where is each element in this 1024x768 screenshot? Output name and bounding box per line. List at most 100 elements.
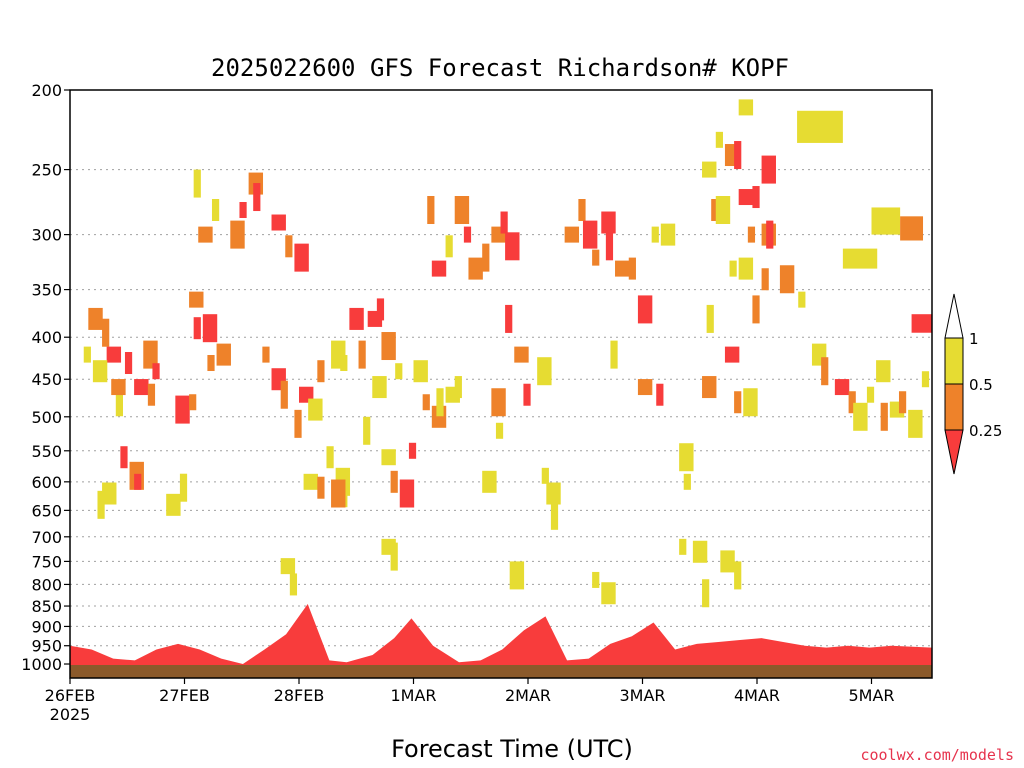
ri-cell: [505, 232, 520, 261]
ri-cell: [738, 99, 754, 116]
ri-cell: [656, 383, 664, 406]
colorbar-label-1: 1: [969, 330, 979, 348]
ri-cell: [637, 379, 653, 396]
ri-cell: [592, 571, 600, 588]
ri-cell: [734, 391, 742, 414]
ri-cell: [679, 538, 687, 555]
ri-cell: [761, 268, 769, 291]
ri-cell: [262, 346, 270, 363]
ri-cell: [537, 357, 552, 386]
ri-cell: [166, 493, 181, 516]
y-tick-label-950: 950: [31, 637, 62, 656]
ri-cell: [143, 340, 158, 369]
ri-cell: [358, 340, 366, 369]
ri-cell: [702, 579, 710, 608]
ri-block: [911, 314, 932, 333]
ri-cell: [523, 383, 531, 406]
y-tick-label-900: 900: [31, 617, 62, 636]
y-tick-label-800: 800: [31, 575, 62, 594]
ri-cell: [175, 395, 190, 424]
ri-cell: [679, 443, 694, 472]
ri-cell: [876, 360, 891, 383]
ri-cell: [349, 307, 364, 330]
ri-cell: [111, 379, 126, 396]
colorbar-top-arrow: [944, 293, 964, 339]
ri-cell: [436, 388, 444, 417]
ri-cell: [798, 291, 806, 308]
y-tick-label-550: 550: [31, 442, 62, 461]
ri-cell: [280, 558, 296, 575]
ri-cell: [179, 473, 188, 502]
y-tick-label-200: 200: [31, 81, 62, 100]
ri-cell: [578, 199, 586, 222]
x-tick-label-2MAR: 2MAR: [505, 686, 551, 705]
ri-cell: [509, 561, 525, 590]
ri-cell: [898, 391, 907, 414]
ri-cell: [285, 235, 293, 258]
ri-cell: [308, 398, 323, 421]
ri-cell: [729, 260, 737, 277]
x-start-year: 2025: [50, 705, 91, 724]
ri-cell: [189, 291, 204, 308]
ri-cell: [550, 501, 559, 530]
ri-cell: [766, 220, 774, 249]
ri-cell: [692, 540, 708, 563]
y-tick-label-700: 700: [31, 528, 62, 547]
ri-cell: [207, 355, 215, 372]
ri-cell: [294, 409, 302, 438]
x-axis-ticks: 26FEB 27FEB 28FEB 1MAR 2MAR 3MAR 4MAR 5MAR: [45, 678, 895, 705]
x-axis-label: Forecast Time (UTC): [391, 735, 633, 763]
ri-cell: [413, 360, 428, 383]
x-tick-label-28FEB: 28FEB: [274, 686, 325, 705]
y-tick-label-850: 850: [31, 597, 62, 616]
ri-cell: [866, 386, 875, 403]
colorbar-label-0.25: 0.25: [969, 422, 1002, 440]
ri-cell: [102, 482, 117, 505]
x-tick-label-3MAR: 3MAR: [619, 686, 665, 705]
ri-cell: [637, 295, 653, 324]
ri-cell: [601, 211, 616, 234]
ri-cell: [376, 298, 385, 321]
colorbar-bin-mid: [944, 383, 964, 431]
ri-cell: [445, 235, 453, 258]
ri-cell: [102, 318, 110, 347]
ri-cell: [605, 232, 614, 261]
ri-cell: [147, 383, 156, 406]
credit-text: coolwx.com/models: [860, 746, 1014, 764]
colorbar: 1 0.5 0.25: [944, 293, 1002, 475]
ri-cell: [752, 186, 760, 209]
ri-cell: [211, 199, 220, 222]
ri-block: [900, 216, 924, 241]
ri-cell: [88, 307, 103, 330]
ri-cell: [720, 550, 735, 573]
ri-block: [871, 207, 901, 235]
ri-cell: [431, 260, 447, 277]
y-tick-label-350: 350: [31, 281, 62, 300]
x-tick-label-1MAR: 1MAR: [390, 686, 436, 705]
ri-cell: [738, 189, 754, 206]
ri-cell: [340, 355, 348, 372]
ri-cell: [363, 416, 371, 445]
ri-cell: [711, 199, 719, 222]
ri-cell: [821, 357, 829, 386]
y-tick-label-250: 250: [31, 161, 62, 180]
ri-cell: [463, 226, 472, 243]
boundary-layer-region: [70, 603, 932, 678]
ri-cell: [253, 183, 261, 212]
ri-cell: [715, 196, 731, 225]
ri-cell: [592, 249, 600, 266]
ri-cell: [303, 473, 318, 490]
ri-cell: [152, 363, 160, 380]
ri-cell: [683, 473, 691, 490]
ri-cell: [326, 446, 334, 469]
ri-block: [842, 248, 878, 269]
y-tick-label-650: 650: [31, 501, 62, 520]
ri-cell: [848, 391, 856, 414]
ri-cell: [106, 346, 122, 363]
x-tick-label-27FEB: 27FEB: [159, 686, 210, 705]
ri-cell: [230, 220, 245, 249]
ri-cell: [372, 376, 387, 399]
ri-cell: [747, 226, 756, 243]
ri-cell: [702, 376, 717, 399]
ri-cell: [715, 131, 723, 148]
